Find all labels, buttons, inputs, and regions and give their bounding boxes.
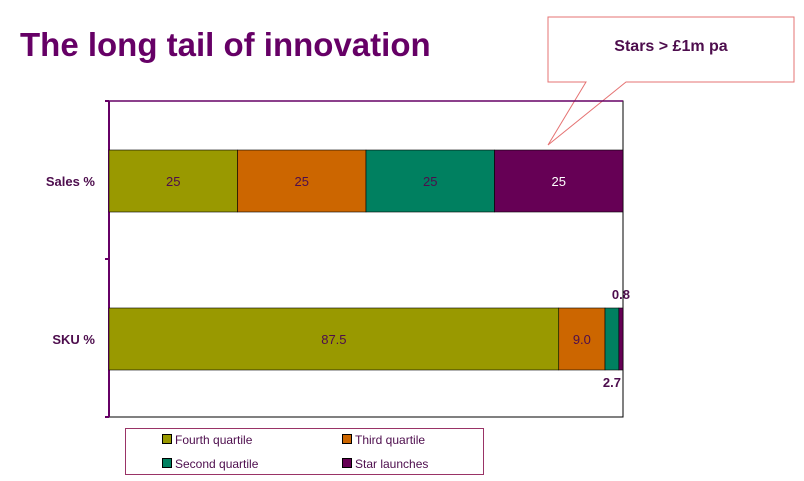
data-label: 25 <box>423 174 437 189</box>
legend-swatch <box>162 434 172 444</box>
category-label: Sales % <box>46 174 96 189</box>
page-title: The long tail of innovation <box>20 26 431 63</box>
legend-swatch <box>162 458 172 468</box>
legend-swatch <box>342 434 352 444</box>
bar-segment <box>604 307 620 371</box>
data-label: 0.8 <box>612 287 630 302</box>
legend-label: Third quartile <box>355 433 426 447</box>
bar-segment <box>108 149 238 213</box>
data-label: 87.5 <box>321 332 346 347</box>
legend-label: Star launches <box>355 457 429 471</box>
legend-label: Second quartile <box>175 457 259 471</box>
bar-segment <box>237 149 367 213</box>
data-label: 2.7 <box>603 375 621 390</box>
legend-item-second-quartile: Second quartile <box>162 457 258 471</box>
bar-segment <box>365 149 495 213</box>
plot-area: Sales % 25 25 25 25 SKU % 87.5 9.0 2.7 0.8 <box>46 100 630 418</box>
legend-swatch <box>342 458 352 468</box>
callout-bubble <box>547 16 795 146</box>
category-label: SKU % <box>52 332 95 347</box>
legend-item-star-launches: Star launches <box>342 457 428 471</box>
data-label: 25 <box>166 174 180 189</box>
legend-label: Fourth quartile <box>175 433 253 447</box>
bar-segment <box>494 149 624 213</box>
callout-text: Stars > £1m pa <box>614 38 728 55</box>
data-label: 9.0 <box>573 332 591 347</box>
data-label: 25 <box>552 174 566 189</box>
bar-segment <box>558 307 606 371</box>
legend: Fourth quartile Third quartile Second qu… <box>125 428 484 475</box>
bar-segment <box>618 307 624 371</box>
legend-item-third-quartile: Third quartile <box>342 433 425 447</box>
data-label: 25 <box>295 174 309 189</box>
legend-item-fourth-quartile: Fourth quartile <box>162 433 252 447</box>
bar-segment <box>108 307 560 371</box>
